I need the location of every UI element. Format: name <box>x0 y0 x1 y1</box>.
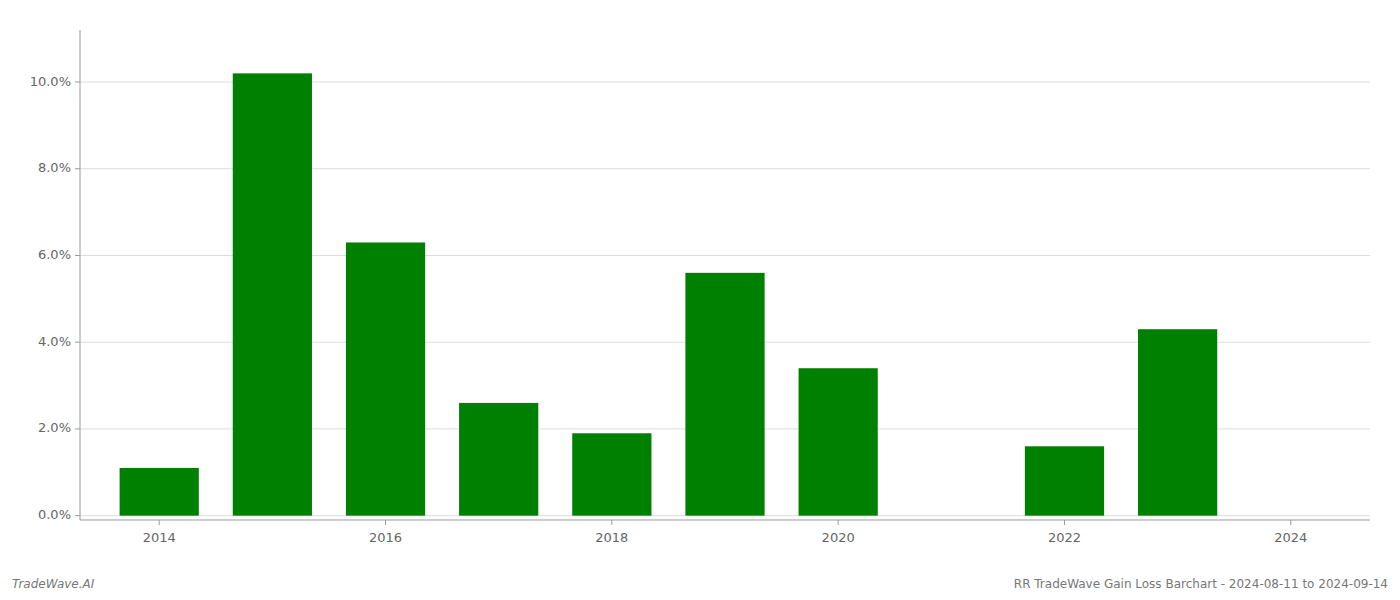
y-tick <box>75 428 80 429</box>
bar <box>685 273 764 516</box>
y-tick-label: 6.0% <box>38 247 71 262</box>
footer: TradeWave.AI RR TradeWave Gain Loss Barch… <box>12 577 1388 591</box>
footer-left: TradeWave.AI <box>12 577 95 591</box>
x-tick-label: 2020 <box>822 530 855 545</box>
x-tick-label: 2016 <box>369 530 402 545</box>
bar <box>912 515 991 516</box>
bar <box>1025 446 1104 515</box>
y-tick-label: 8.0% <box>38 160 71 175</box>
footer-right: RR TradeWave Gain Loss Barchart - 2024-0… <box>1014 577 1388 591</box>
x-axis: 2014 2016 2018 2020 2022 2024 <box>80 520 1370 545</box>
y-axis-line <box>80 30 81 520</box>
x-tick-label: 2022 <box>1048 530 1081 545</box>
x-tick <box>385 520 386 525</box>
y-tick-label: 10.0% <box>30 74 71 89</box>
bar <box>233 73 312 515</box>
x-tick <box>1064 520 1065 525</box>
x-tick <box>611 520 612 525</box>
x-tick <box>1290 520 1291 525</box>
y-tick <box>75 168 80 169</box>
y-tick <box>75 82 80 83</box>
x-tick <box>159 520 160 525</box>
bar <box>346 242 425 515</box>
x-axis-line <box>80 520 1370 521</box>
bar <box>572 433 651 515</box>
y-axis: 0.0% 2.0% 4.0% 6.0% 8.0% 10.0% <box>30 30 80 522</box>
bar <box>120 468 199 516</box>
y-tick <box>75 515 80 516</box>
y-tick-label: 4.0% <box>38 334 71 349</box>
bars <box>120 73 1218 515</box>
bar <box>459 403 538 516</box>
x-tick-label: 2024 <box>1274 530 1307 545</box>
y-tick <box>75 255 80 256</box>
y-tick <box>75 342 80 343</box>
bar <box>1138 329 1217 515</box>
y-tick-label: 2.0% <box>38 420 71 435</box>
x-tick <box>838 520 839 525</box>
chart: 0.0% 2.0% 4.0% 6.0% 8.0% 10.0% 2014 2016 2018 202… <box>0 0 1400 600</box>
bar <box>799 368 878 515</box>
x-tick-label: 2018 <box>595 530 628 545</box>
x-tick-label: 2014 <box>143 530 176 545</box>
y-tick-label: 0.0% <box>38 507 71 522</box>
